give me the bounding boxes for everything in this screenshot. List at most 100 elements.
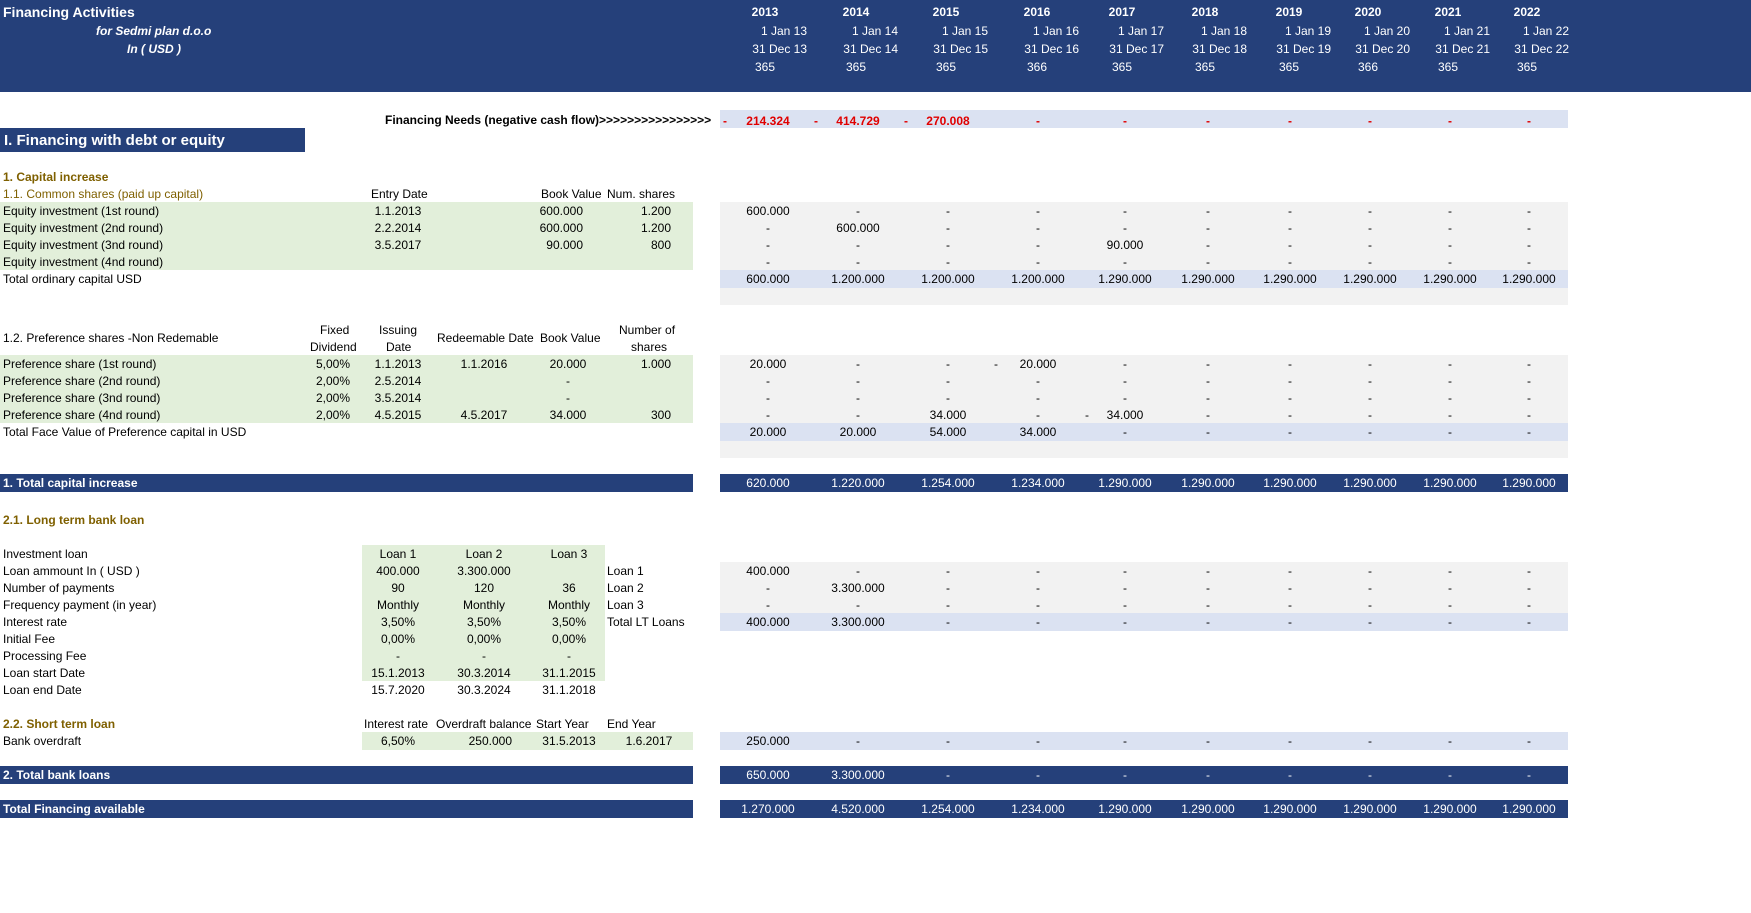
equity-year-value: -	[1368, 255, 1372, 269]
equity-year-value: -	[1368, 238, 1372, 252]
period-start-5: 1 Jan 17	[1117, 24, 1164, 38]
pref-year-value: -	[856, 391, 860, 405]
year-label-6: 2018	[1191, 5, 1219, 19]
needs-value-7: -	[1288, 114, 1292, 128]
total-pref-label: Total Face Value of Preference capital i…	[3, 425, 247, 439]
pref-year-value: -	[1036, 391, 1040, 405]
total-fin-value-3: 1.254.000	[921, 802, 975, 816]
loan-schedule-value: -	[1448, 564, 1452, 578]
total-bank-value-1: 650.000	[746, 768, 790, 782]
loan-schedule-value: -	[1368, 581, 1372, 595]
equity-year-value: -	[1527, 255, 1531, 269]
pref-year-value: -	[766, 408, 770, 422]
st-value-4: -	[1036, 734, 1040, 748]
spacer-grey-2	[720, 441, 1568, 458]
period-days-1: 365	[754, 60, 776, 74]
total-bank-value-2: 3.300.000	[831, 768, 885, 782]
st-rate: 6,50%	[380, 734, 416, 748]
pref-year-value: 20.000	[749, 357, 787, 371]
total-fin-value-4: 1.234.000	[1011, 802, 1065, 816]
equity-year-value: -	[1448, 221, 1452, 235]
needs-value-8: -	[1368, 114, 1372, 128]
loan-schedule-value: -	[856, 598, 860, 612]
loan-schedule-value: -	[1527, 564, 1531, 578]
loan-schedule-value: 400.000	[746, 615, 790, 629]
needs-value-2: 414.729	[836, 114, 880, 128]
equity-entry-date: 3.5.2017	[374, 238, 422, 252]
equity-year-value: -	[766, 238, 770, 252]
loan-schedule-label: Loan 2	[607, 581, 644, 595]
total-bank-value-6: -	[1206, 768, 1210, 782]
equity-entry-date: 2.2.2014	[374, 221, 422, 235]
loan-schedule-label: Loan 1	[607, 564, 644, 578]
equity-year-value: -	[1448, 238, 1452, 252]
pref-year-value: -	[1206, 357, 1210, 371]
st-value-5: -	[1123, 734, 1127, 748]
loan-param-label: Loan end Date	[3, 683, 82, 697]
st-start: 31.5.2013	[542, 734, 596, 748]
equity-year-value: -	[1527, 238, 1531, 252]
total-capital-value-3: 1.254.000	[921, 476, 975, 490]
total-capital-band-left	[0, 474, 693, 492]
loan-schedule-value: -	[1527, 598, 1531, 612]
loan-2-init: 0,00%	[466, 632, 502, 646]
loan-schedule-value: -	[1206, 564, 1210, 578]
pref-year-value: 20.000	[1019, 357, 1057, 371]
equity-year-value: -	[1448, 204, 1452, 218]
loan-schedule-value: -	[856, 564, 860, 578]
equity-year-value: -	[856, 204, 860, 218]
pref-year-value: -	[1368, 357, 1372, 371]
needs-value-4: -	[1036, 114, 1040, 128]
total-ordinary-value-9: 1.290.000	[1423, 272, 1477, 286]
total-ordinary-label: Total ordinary capital USD	[3, 272, 142, 286]
total-ordinary-value-5: 1.290.000	[1098, 272, 1152, 286]
total-pref-value-3: 54.000	[929, 425, 967, 439]
period-start-6: 1 Jan 18	[1200, 24, 1247, 38]
loan-2-rate: 3,50%	[466, 615, 502, 629]
loan-1-end: 15.7.2020	[371, 683, 425, 697]
period-days-2: 365	[845, 60, 867, 74]
loan-schedule-value: -	[1527, 615, 1531, 629]
period-days-8: 366	[1357, 60, 1379, 74]
pref-issue-date: 4.5.2015	[374, 408, 422, 422]
period-end-9: 31 Dec 21	[1435, 42, 1490, 56]
year-label-8: 2020	[1354, 5, 1382, 19]
loan-schedule-value: -	[1036, 564, 1040, 578]
st-value-1: 250.000	[746, 734, 790, 748]
st-balance: 250.000	[468, 734, 512, 748]
loan-schedule-value: -	[1036, 615, 1040, 629]
col-fixed-1: Fixed	[320, 323, 350, 337]
loan-schedule-value: -	[946, 564, 950, 578]
loan-schedule-value: -	[1123, 615, 1127, 629]
pref-book-value: 20.000	[549, 357, 587, 371]
equity-year-value: -	[1123, 204, 1127, 218]
total-capital-value-2: 1.220.000	[831, 476, 885, 490]
loan-schedule-value: -	[1288, 598, 1292, 612]
equity-year-value: -	[1036, 238, 1040, 252]
sheet-title: Financing Activities	[3, 4, 135, 20]
capital-increase-title: 1. Capital increase	[3, 170, 109, 184]
loan-schedule-value: -	[1288, 564, 1292, 578]
equity-year-value: -	[1123, 221, 1127, 235]
col-pref-num-1: Number of	[619, 323, 676, 337]
total-bank-label: 2. Total bank loans	[3, 768, 111, 782]
loan-schedule-value: -	[946, 598, 950, 612]
total-capital-label: 1. Total capital increase	[3, 476, 138, 490]
total-bank-value-8: -	[1368, 768, 1372, 782]
period-days-6: 365	[1194, 60, 1216, 74]
total-pref-value-8: -	[1368, 425, 1372, 439]
equity-year-value: -	[1036, 221, 1040, 235]
period-start-2: 1 Jan 14	[851, 24, 898, 38]
pref-inputs-bg	[0, 355, 693, 423]
loan-schedule-value: -	[1368, 615, 1372, 629]
total-bank-value-10: -	[1527, 768, 1531, 782]
total-ordinary-value-3: 1.200.000	[921, 272, 975, 286]
loan-schedule-value: -	[1206, 598, 1210, 612]
pref-year-value: -	[1288, 391, 1292, 405]
pref-year-value: -	[1036, 408, 1040, 422]
pref-year-value: -	[766, 374, 770, 388]
needs-dash-1: -	[723, 114, 727, 128]
total-fin-value-6: 1.290.000	[1181, 802, 1235, 816]
loan-schedule-value: -	[1123, 581, 1127, 595]
pref-label: Preference share (2nd round)	[3, 374, 161, 388]
